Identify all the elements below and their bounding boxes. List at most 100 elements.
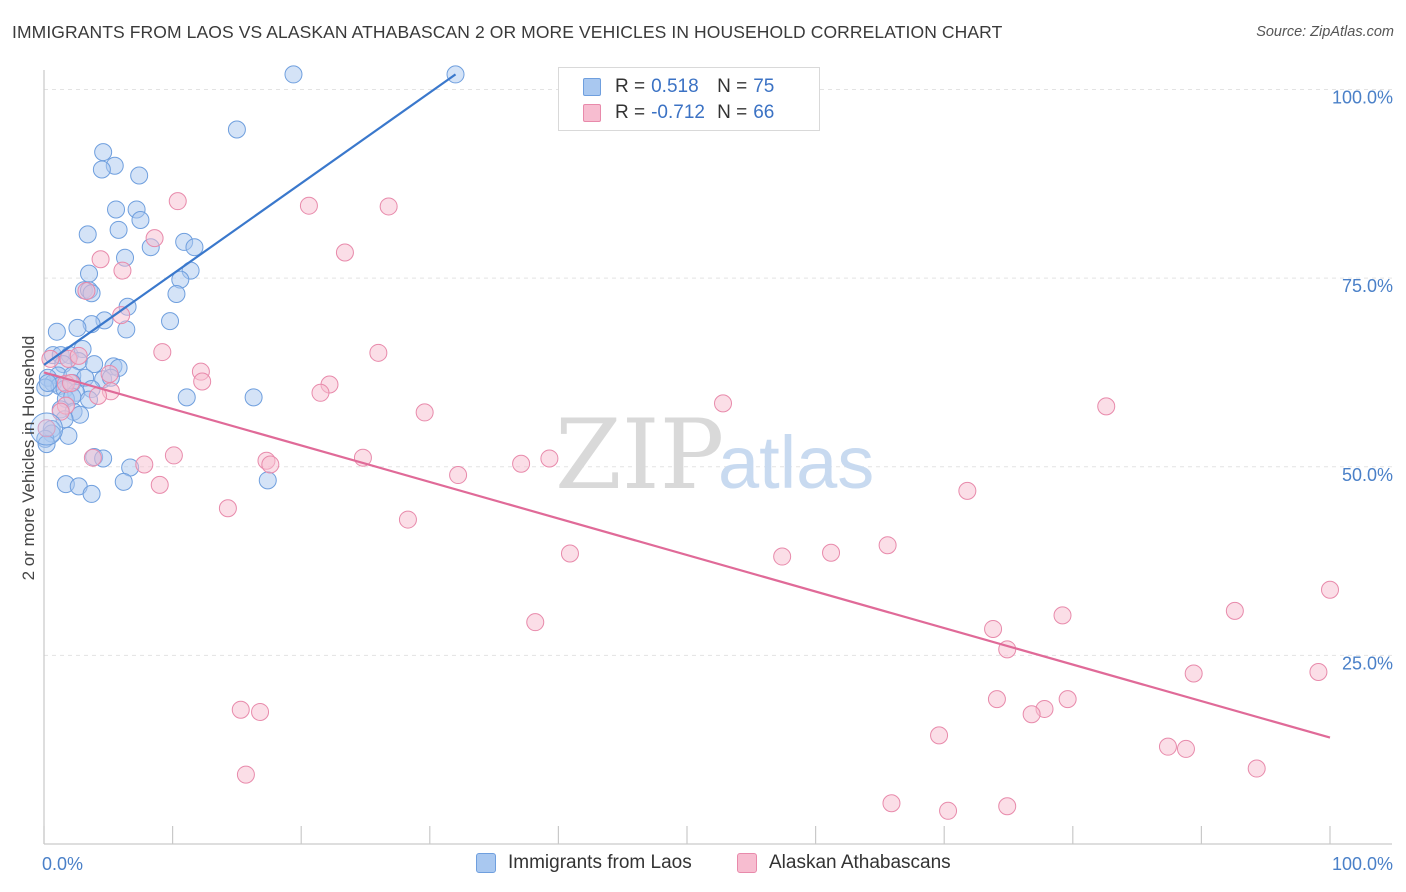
laos-point	[130, 166, 149, 185]
laos-point	[227, 120, 246, 139]
laos-point	[177, 388, 196, 407]
correlation-legend: R = 0.518 N = 75 R = -0.712 N = 66	[558, 67, 820, 131]
athabascan-point	[150, 475, 169, 494]
athabascan-point	[1097, 397, 1116, 416]
athabascan-point	[83, 448, 102, 467]
athabascan-point	[882, 794, 901, 813]
laos-point	[109, 220, 128, 239]
athabascan-point	[998, 797, 1017, 816]
laos-point	[68, 318, 87, 337]
athabascan-point	[512, 454, 531, 473]
laos-point	[59, 426, 78, 445]
legend-n-label: N =	[717, 76, 748, 97]
laos-point	[161, 312, 180, 331]
legend-r-label: R =	[615, 102, 646, 123]
athabascan-point	[878, 536, 897, 555]
laos-point	[284, 65, 303, 84]
series-swatch-laos	[476, 853, 496, 873]
y-tick-label: 50.0%	[1342, 465, 1393, 485]
laos-point	[92, 160, 111, 179]
data-points	[30, 65, 1339, 820]
series-legend-laos: Immigrants from Laos	[476, 852, 692, 874]
laos-point	[78, 225, 97, 244]
legend-n-value-athabascan: 66	[753, 102, 775, 123]
laos-point	[114, 472, 133, 491]
athabascan-point	[113, 261, 132, 280]
laos-point	[131, 211, 150, 230]
athabascan-point	[1321, 580, 1339, 599]
series-label-laos: Immigrants from Laos	[508, 852, 692, 873]
laos-point	[258, 471, 277, 490]
trend-lines	[43, 73, 1331, 739]
athabascan-point	[299, 196, 318, 215]
laos-point	[80, 264, 99, 283]
athabascan-point	[100, 364, 119, 383]
athabascan-point	[193, 372, 212, 391]
y-tick-labels: 25.0% 50.0% 75.0% 100.0%	[1332, 88, 1393, 674]
athabascan-point	[1309, 662, 1328, 681]
athabascan-trend-line	[43, 371, 1331, 739]
laos-point	[82, 484, 101, 503]
series-legend-athabascan: Alaskan Athabascans	[737, 852, 951, 874]
laos-point	[185, 238, 204, 257]
laos-point	[94, 143, 113, 162]
athabascan-point	[1247, 759, 1266, 778]
athabascan-point	[168, 192, 187, 211]
athabascan-point	[984, 619, 1003, 638]
x-tick-label-max: 100.0%	[1332, 854, 1393, 874]
athabascan-point	[236, 765, 255, 784]
athabascan-point	[164, 446, 183, 465]
legend-row-laos: R = 0.518 N = 75	[583, 74, 774, 100]
athabascan-point	[1058, 690, 1077, 709]
watermark-zip: ZIP	[555, 399, 724, 511]
athabascan-point	[1158, 737, 1177, 756]
laos-point	[47, 322, 66, 341]
y-tick-label: 75.0%	[1342, 276, 1393, 296]
legend-r-label: R =	[615, 76, 646, 97]
athabascan-point	[415, 403, 434, 422]
legend-r-value-athabascan: -0.712	[651, 102, 705, 123]
athabascan-point	[311, 383, 330, 402]
laos-point	[107, 200, 126, 219]
athabascan-point	[261, 455, 280, 474]
athabascan-point	[1225, 601, 1244, 620]
athabascan-point	[1176, 739, 1195, 758]
athabascan-point	[335, 243, 354, 262]
athabascan-point	[1022, 705, 1041, 724]
chart-title: IMMIGRANTS FROM LAOS VS ALASKAN ATHABASC…	[12, 22, 1003, 42]
athabascan-point	[37, 419, 56, 438]
athabascan-point	[77, 281, 96, 300]
series-swatch-athabascan	[737, 853, 757, 873]
laos-point	[38, 374, 57, 393]
athabascan-point	[1184, 664, 1203, 683]
athabascan-point	[231, 700, 250, 719]
laos-point	[167, 284, 186, 303]
legend-n-label: N =	[717, 102, 748, 123]
source-label: Source: ZipAtlas.com	[1256, 24, 1394, 40]
athabascan-point	[69, 346, 88, 365]
laos-point	[244, 388, 263, 407]
laos-point	[85, 355, 104, 374]
athabascan-point	[91, 250, 110, 269]
legend-swatch-laos	[583, 78, 601, 96]
y-tick-label: 25.0%	[1342, 653, 1393, 673]
athabascan-point	[987, 690, 1006, 709]
athabascan-point	[398, 510, 417, 529]
athabascan-point	[958, 481, 977, 500]
laos-point-large	[30, 412, 64, 446]
y-tick-label: 100.0%	[1332, 88, 1393, 108]
athabascan-point	[379, 197, 398, 216]
athabascan-point	[369, 343, 388, 362]
athabascan-point	[218, 499, 237, 518]
athabascan-point	[449, 466, 468, 485]
athabascan-point	[930, 726, 949, 745]
athabascan-point	[822, 543, 841, 562]
legend-row-athabascan: R = -0.712 N = 66	[583, 100, 774, 126]
athabascan-point	[560, 544, 579, 563]
athabascan-point	[62, 374, 81, 393]
watermark-atlas: atlas	[718, 421, 874, 504]
athabascan-point	[714, 394, 733, 413]
athabascan-point	[135, 455, 154, 474]
athabascan-point	[145, 229, 164, 248]
